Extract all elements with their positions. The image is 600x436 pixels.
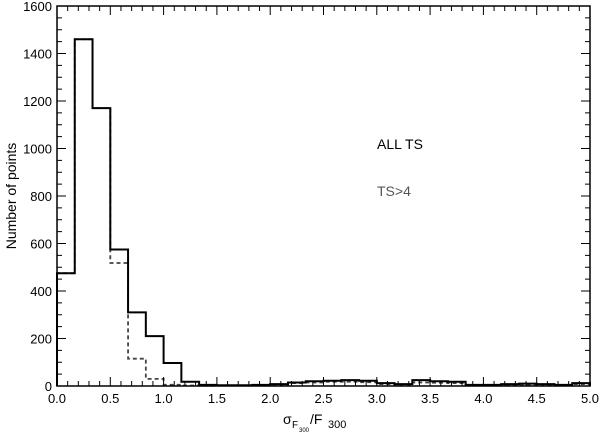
x-axis-label-sigma: σ bbox=[283, 411, 292, 427]
x-tick-label: 3.5 bbox=[421, 391, 439, 406]
legend-all-ts: ALL TS bbox=[377, 136, 423, 152]
series-all-ts bbox=[56, 38, 591, 387]
y-tick-label: 800 bbox=[30, 189, 52, 204]
x-tick-label: 4.5 bbox=[528, 391, 546, 406]
ticks-layer bbox=[56, 5, 591, 387]
y-tick-label: 400 bbox=[30, 284, 52, 299]
y-tick-label: 1000 bbox=[23, 142, 52, 157]
x-tick-label: 4.0 bbox=[474, 391, 492, 406]
series-ts-4 bbox=[56, 38, 591, 387]
x-axis-label: σ F 300 /F 300 bbox=[283, 411, 346, 434]
x-tick-labels: 0.0 0.5 1.0 1.5 2.0 2.5 3.0 3.5 4.0 4.5 5.0 bbox=[48, 391, 599, 406]
x-axis-label-subsub: 300 bbox=[299, 428, 310, 434]
x-tick-label: 0.5 bbox=[101, 391, 119, 406]
x-tick-label: 5.0 bbox=[581, 391, 599, 406]
x-axis-label-sub: F bbox=[292, 420, 298, 431]
y-tick-label: 600 bbox=[30, 237, 52, 252]
y-tick-label: 0 bbox=[45, 379, 52, 394]
y-tick-label: 1400 bbox=[23, 47, 52, 62]
x-tick-label: 1.5 bbox=[208, 391, 226, 406]
y-axis-label: Number of points bbox=[3, 143, 19, 250]
y-tick-label: 200 bbox=[30, 332, 52, 347]
x-tick-label: 2.5 bbox=[314, 391, 332, 406]
x-tick-label: 0.0 bbox=[48, 391, 66, 406]
x-tick-label: 1.0 bbox=[155, 391, 173, 406]
plot-frame bbox=[56, 5, 591, 387]
x-axis-label-sub2: 300 bbox=[328, 419, 346, 431]
x-axis-label-rest: /F bbox=[310, 411, 322, 427]
x-tick-label: 2.0 bbox=[261, 391, 279, 406]
x-tick-label: 3.0 bbox=[368, 391, 386, 406]
y-tick-label: 1600 bbox=[23, 0, 52, 14]
y-tick-label: 1200 bbox=[23, 94, 52, 109]
series-layer bbox=[56, 38, 591, 387]
y-tick-labels: 0 200 400 600 800 1000 1200 1400 1600 bbox=[23, 0, 52, 394]
legend-ts-gt-4: TS>4 bbox=[377, 183, 411, 199]
